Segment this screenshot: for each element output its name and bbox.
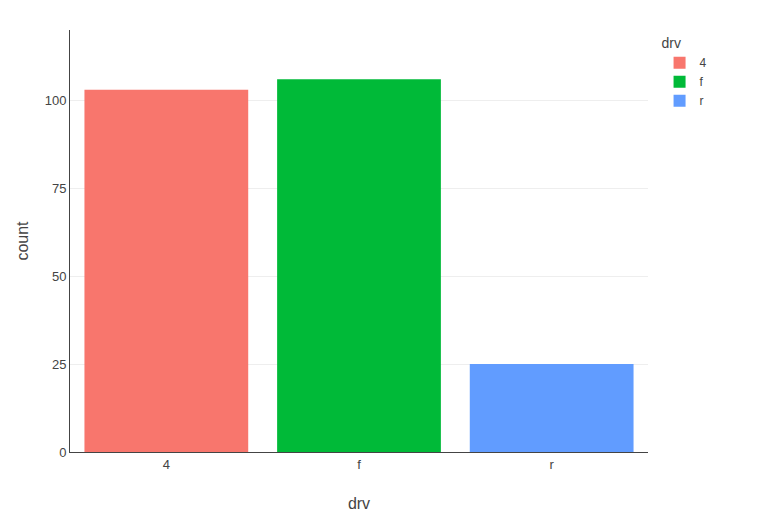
svg-text:4: 4 <box>700 56 707 70</box>
svg-text:drv: drv <box>348 495 370 512</box>
svg-text:r: r <box>700 94 704 108</box>
svg-text:f: f <box>357 457 361 472</box>
svg-text:100: 100 <box>45 93 67 108</box>
svg-text:drv: drv <box>662 35 681 51</box>
svg-text:50: 50 <box>52 269 66 284</box>
svg-text:75: 75 <box>52 181 66 196</box>
svg-text:4: 4 <box>163 457 170 472</box>
svg-text:r: r <box>549 457 554 472</box>
svg-text:25: 25 <box>52 357 66 372</box>
svg-text:f: f <box>700 75 704 89</box>
svg-text:0: 0 <box>59 445 66 460</box>
svg-text:count: count <box>14 221 31 261</box>
